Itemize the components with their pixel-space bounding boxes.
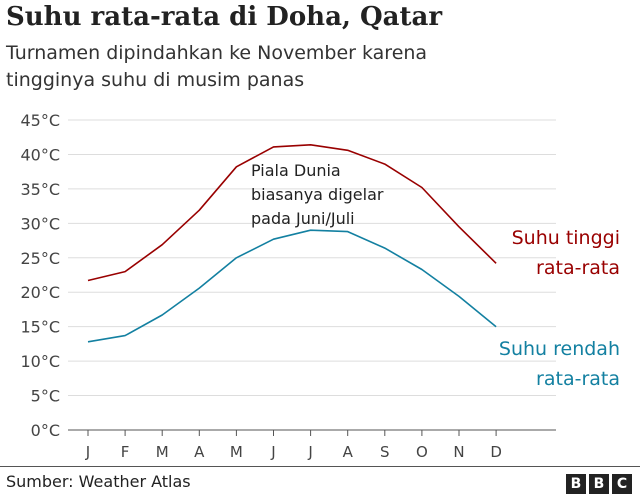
chart-title: Suhu rata-rata di Doha, Qatar [6,2,443,32]
chart-subtitle: Turnamen dipindahkan ke November karena … [6,40,566,94]
x-tick-label: N [453,443,464,461]
x-tick-label: M [230,443,243,461]
y-tick-label: 40°C [20,145,60,164]
y-tick-label: 15°C [20,318,60,337]
line-chart: 45°C 40°C 35°C 30°C 25°C 20°C 15°C 10°C 5°C 0°C J… [20,111,620,461]
x-tick-label: M [156,443,169,461]
y-tick-label: 10°C [20,352,60,371]
x-tick-label: A [343,443,354,461]
x-tick-label: A [194,443,205,461]
y-tick-label: 20°C [20,283,60,302]
series-label-low: rata-rata [536,368,620,390]
y-tick-label: 0°C [31,421,60,440]
series-line-high [87,144,497,282]
y-tick-label: 5°C [31,387,60,406]
x-tick-label: S [380,443,390,461]
series-label-high: Suhu tinggi [512,227,620,249]
annotation-line: pada Juni/Juli [251,209,355,228]
logo-letter-1: B [566,474,586,494]
y-tick-label: 30°C [20,214,60,233]
x-tick-label: J [307,443,312,461]
y-tick-label: 25°C [20,249,60,268]
x-tick-label: J [270,443,275,461]
x-tick-label: O [416,443,428,461]
logo-letter-3: C [612,474,632,494]
x-tick-label: J [85,443,90,461]
series-label-high: rata-rata [536,257,620,279]
series-layer [87,144,497,343]
grid-layer [68,119,556,431]
y-tick-label: 35°C [20,180,60,199]
annotation-line: biasanya digelar [251,185,384,204]
series-label-low: Suhu rendah [499,338,620,360]
x-tick-label: F [121,443,130,461]
logo-letter-2: B [589,474,609,494]
footer-divider [0,466,640,467]
y-axis-ticks: 45°C 40°C 35°C 30°C 25°C 20°C 15°C 10°C 5°C 0°C [20,111,60,440]
x-tick-label: D [490,443,502,461]
series-labels: Suhu tinggi rata-rata Suhu rendah rata-rata [499,227,620,390]
subtitle-line-2: tingginya suhu di musim panas [6,69,305,91]
series-line-low [87,229,497,343]
source-note: Sumber: Weather Atlas [6,472,191,491]
y-tick-label: 45°C [20,111,60,130]
annotation-line: Piala Dunia [251,161,341,180]
annotation: Piala Dunia biasanya digelar pada Juni/Jul… [251,161,384,228]
bbc-logo: B B C [566,474,632,494]
subtitle-line-1: Turnamen dipindahkan ke November karena [6,42,428,64]
